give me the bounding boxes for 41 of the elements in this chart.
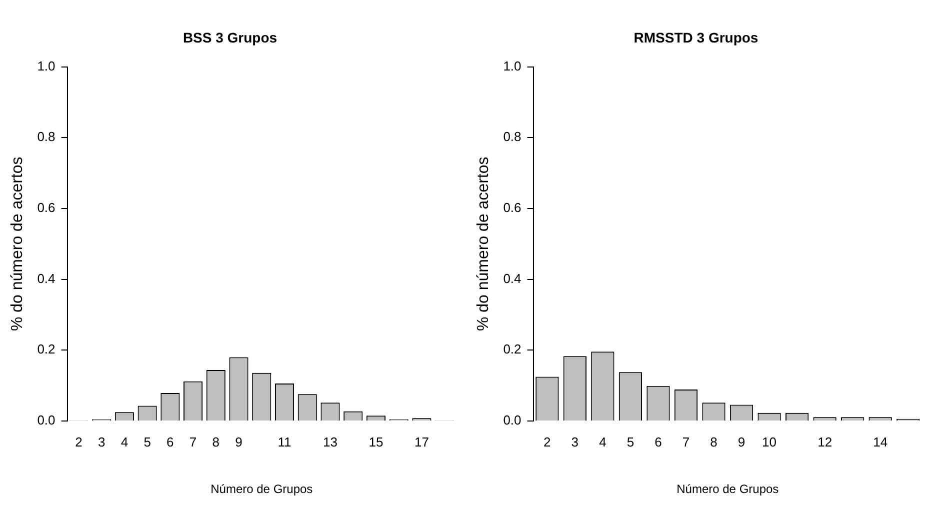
x-axis-title: Número de Grupos: [676, 482, 779, 496]
x-tick-label: 6: [166, 434, 174, 450]
x-tick-label: 9: [738, 434, 746, 450]
x-tick-label: 2: [544, 434, 551, 450]
y-tick-label: 0.0: [503, 412, 522, 428]
y-tick-label: 1.0: [503, 58, 522, 74]
x-tick-label: 3: [571, 434, 579, 450]
chart-title: BSS 3 Grupos: [182, 29, 278, 46]
y-tick-label: 0.0: [37, 412, 56, 428]
y-tick-label: 1.0: [37, 58, 56, 74]
y-tick-label: 0.4: [37, 270, 56, 286]
x-tick-label: 6: [654, 434, 662, 450]
x-tick-label: 17: [414, 434, 429, 450]
x-tick-label: 2: [75, 434, 82, 450]
y-tick-label: 0.6: [37, 200, 56, 216]
x-tick-label: 5: [626, 434, 634, 450]
x-tick-label: 15: [368, 434, 384, 450]
chart-title: RMSSTD 3 Grupos: [634, 29, 758, 46]
x-tick-label: 13: [323, 434, 338, 450]
x-tick-label: 7: [682, 434, 690, 450]
x-tick-label: 12: [818, 434, 832, 450]
y-tick-label: 0.2: [37, 342, 56, 357]
x-tick-label: 4: [599, 434, 606, 450]
x-tick-label: 5: [144, 434, 151, 450]
x-tick-label: 11: [278, 434, 292, 450]
x-tick-label: 8: [710, 434, 718, 450]
y-axis-title: % do número de acertos: [9, 156, 26, 332]
x-tick-label: 7: [189, 434, 197, 450]
y-tick-label: 0.2: [503, 342, 522, 357]
y-tick-label: 0.6: [503, 200, 522, 216]
x-tick-label: 4: [120, 434, 128, 450]
x-tick-label: 14: [873, 434, 888, 450]
x-tick-label: 9: [235, 434, 242, 450]
x-tick-label: 8: [212, 434, 220, 450]
y-tick-label: 0.8: [37, 129, 56, 144]
y-tick-label: 0.8: [503, 129, 522, 144]
y-tick-label: 0.4: [503, 270, 522, 286]
x-axis-title: Número de Grupos: [210, 482, 313, 496]
x-tick-label: 3: [98, 434, 106, 450]
x-tick-label: 10: [762, 434, 777, 450]
y-axis-title: % do número de acertos: [475, 156, 492, 332]
